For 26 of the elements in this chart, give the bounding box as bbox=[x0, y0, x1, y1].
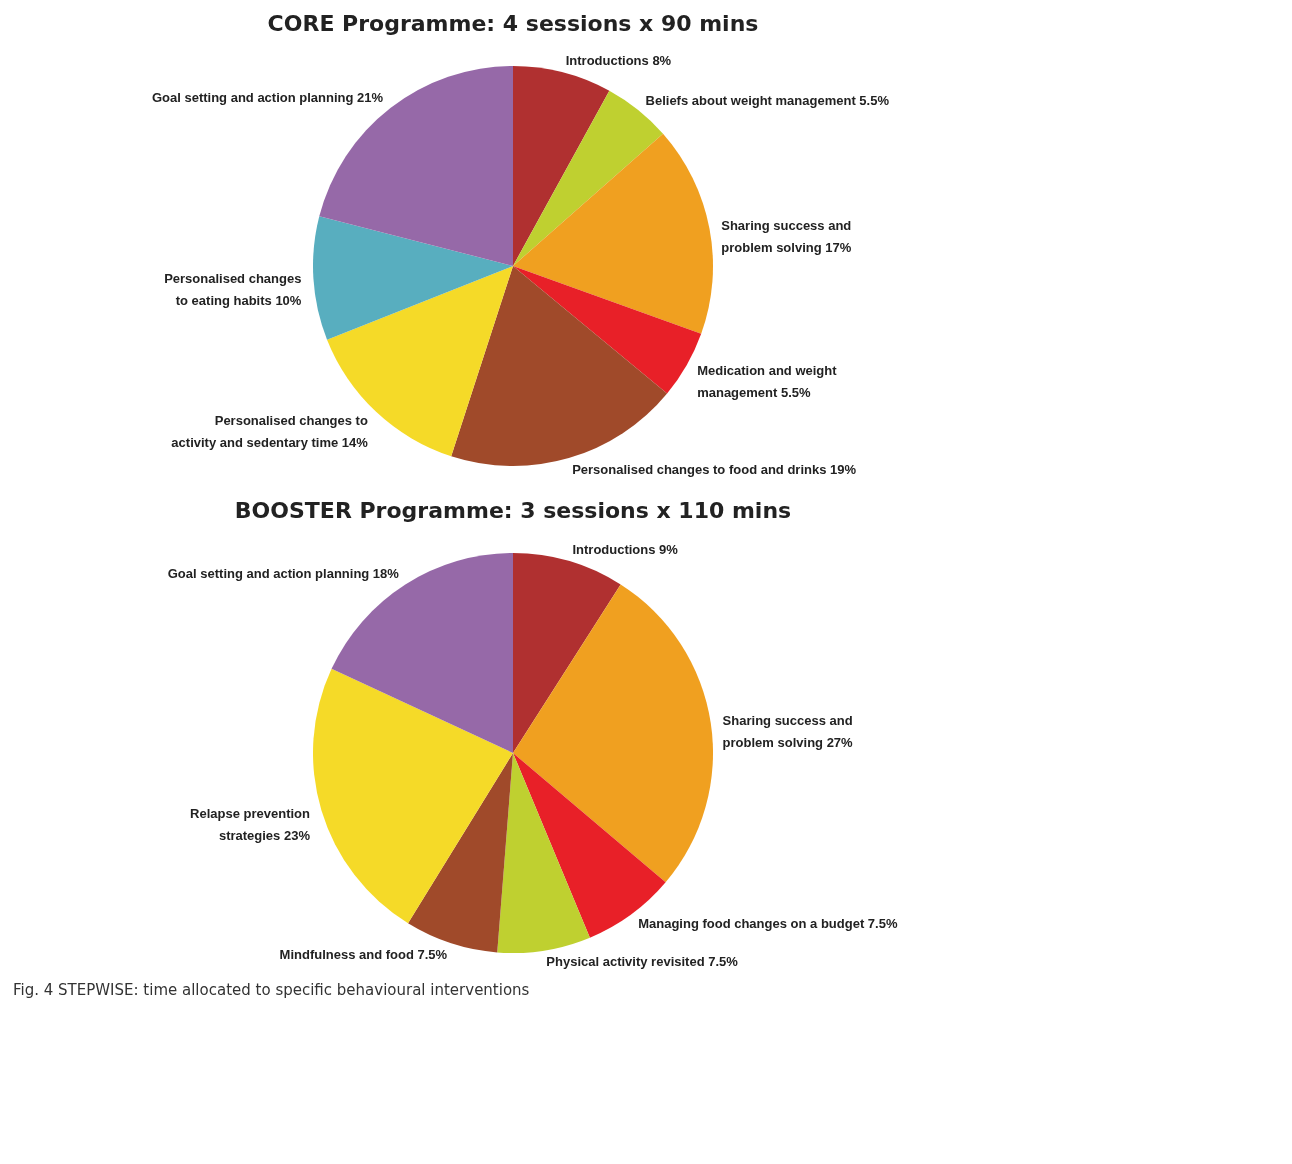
slice-label: Mindfulness and food 7.5% bbox=[279, 946, 448, 962]
slice-label: Relapse prevention strategies 23% bbox=[190, 806, 311, 844]
pie-slice bbox=[513, 66, 610, 266]
slice-label: Personalised changes to food and drinks 19% bbox=[572, 461, 857, 477]
pie-slice bbox=[451, 266, 668, 466]
pie-slice bbox=[313, 668, 513, 924]
slice-label: Beliefs about weight management 5.5% bbox=[645, 92, 890, 108]
pie-slice bbox=[513, 133, 713, 334]
pie-slice bbox=[513, 584, 713, 883]
caption: Fig. 4 STEPWISE: time allocated to specific behavioural interventions bbox=[13, 981, 530, 999]
pie-slice bbox=[513, 553, 621, 753]
chart-title: BOOSTER Programme: 3 sessions x 110 mins bbox=[234, 498, 792, 523]
chart-title: CORE Programme: 4 sessions x 90 mins bbox=[267, 11, 759, 36]
slice-label: Sharing success and problem solving 17% bbox=[721, 218, 852, 256]
slice-label: Physical activity revisited 7.5% bbox=[546, 954, 739, 970]
pie-slice bbox=[497, 753, 590, 953]
slice-label: Managing food changes on a budget 7.5% bbox=[638, 916, 898, 932]
pie-slice bbox=[313, 216, 513, 340]
slice-label: Introductions 9% bbox=[572, 541, 679, 557]
slice-label: Goal setting and action planning 18% bbox=[167, 566, 400, 582]
slice-label: Sharing success and problem solving 27% bbox=[722, 713, 854, 751]
slice-label: Introductions 8% bbox=[565, 52, 672, 68]
slice-label: Medication and weight management 5.5% bbox=[697, 363, 838, 401]
slice-label: Goal setting and action planning 21% bbox=[151, 90, 384, 106]
slice-label: Personalised changes to eating habits 10% bbox=[164, 271, 302, 309]
slice-label: Personalised changes to activity and sedentary time 14% bbox=[171, 412, 369, 450]
